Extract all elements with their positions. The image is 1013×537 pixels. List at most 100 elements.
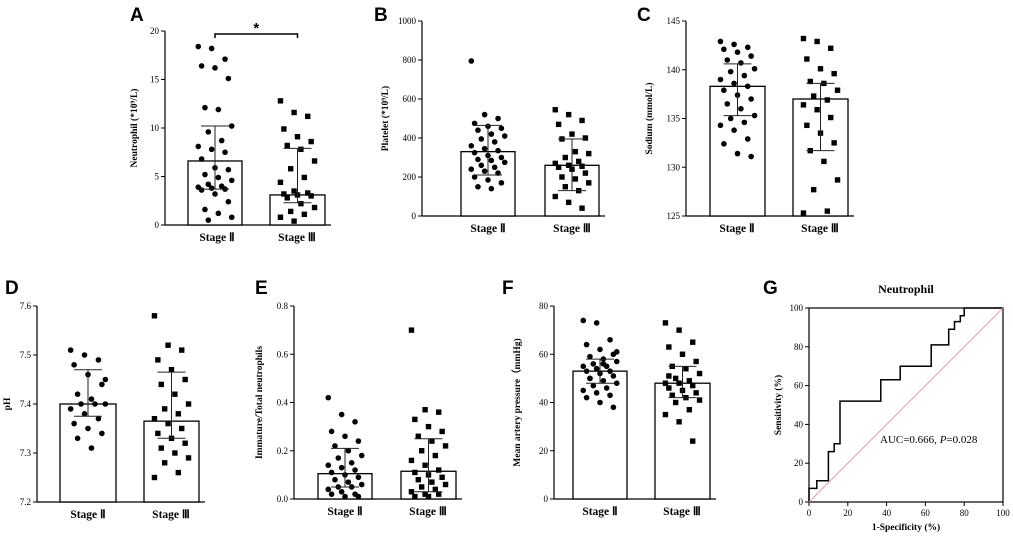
data-point-stage-iii xyxy=(696,397,703,403)
data-point-stage-iii xyxy=(810,186,817,193)
data-point-stage-ii xyxy=(593,320,600,326)
data-point-stage-iii xyxy=(552,193,558,200)
data-point-stage-ii xyxy=(727,68,734,75)
category-label: Stage Ⅲ xyxy=(553,222,591,235)
data-point-stage-iii xyxy=(676,327,682,333)
data-point-stage-iii xyxy=(552,107,558,113)
data-point-stage-ii xyxy=(498,154,505,161)
data-point-stage-ii xyxy=(352,419,358,425)
y-tick-label: 7.6 xyxy=(20,301,32,311)
data-point-stage-ii xyxy=(102,401,109,407)
data-point-stage-ii xyxy=(491,164,498,171)
auc-annotation-p: P xyxy=(939,434,947,446)
data-point-stage-iii xyxy=(800,35,807,42)
data-point-stage-iii xyxy=(277,179,284,186)
data-point-stage-iii xyxy=(555,121,562,128)
data-point-stage-ii xyxy=(748,153,754,160)
data-point-stage-iii xyxy=(418,484,425,490)
data-point-stage-iii xyxy=(151,474,158,481)
category-label: Stage Ⅲ xyxy=(152,508,190,521)
data-point-stage-ii xyxy=(610,404,617,411)
data-point-stage-ii xyxy=(198,156,205,162)
data-point-stage-iii xyxy=(422,407,428,413)
y-axis-label: Platelet (*10⁹/L) xyxy=(380,86,391,151)
data-point-stage-iii xyxy=(586,150,592,157)
data-point-stage-iii xyxy=(442,481,449,488)
data-point-stage-iii xyxy=(305,190,311,196)
y-tick-label: 7.5 xyxy=(20,350,32,360)
data-point-stage-ii xyxy=(198,63,205,69)
y-tick-label: 0 xyxy=(412,211,417,221)
data-point-stage-ii xyxy=(495,147,501,154)
data-point-stage-ii xyxy=(587,353,593,360)
data-point-stage-iii xyxy=(575,158,582,165)
data-point-stage-ii xyxy=(218,137,225,144)
data-point-stage-ii xyxy=(468,58,475,64)
data-point-stage-iii xyxy=(155,430,161,437)
y-tick-label: 20 xyxy=(794,458,804,468)
data-point-stage-iii xyxy=(828,114,834,121)
y-tick-label: 800 xyxy=(403,55,417,65)
y-tick-label: 0.8 xyxy=(277,301,289,311)
data-point-stage-iii xyxy=(432,452,439,459)
data-point-stage-ii xyxy=(95,357,102,363)
data-point-stage-ii xyxy=(741,72,748,79)
data-point-stage-ii xyxy=(580,317,587,324)
auc-annotation-suffix: =0.028 xyxy=(946,434,977,446)
data-point-stage-ii xyxy=(325,394,332,401)
data-point-stage-iii xyxy=(821,158,827,165)
y-tick-label: 130 xyxy=(667,162,681,172)
y-tick-label: 0.4 xyxy=(277,398,289,408)
data-point-stage-ii xyxy=(338,488,345,495)
data-point-stage-ii xyxy=(355,474,362,481)
y-tick-label: 20 xyxy=(150,26,160,36)
data-point-stage-iii xyxy=(679,351,686,357)
data-point-stage-ii xyxy=(478,162,485,169)
data-point-stage-ii xyxy=(488,185,495,192)
data-point-stage-ii xyxy=(215,174,222,181)
data-point-stage-ii xyxy=(212,191,218,197)
data-point-stage-ii xyxy=(495,170,501,176)
data-point-stage-iii xyxy=(284,195,290,201)
category-label: Stage Ⅱ xyxy=(582,505,617,518)
data-point-stage-ii xyxy=(587,375,593,382)
data-point-stage-ii xyxy=(338,411,345,418)
panel-g-roc-chart: Neutrophil 0 20 40 60 80 100 0 20 40 60 80 100 1-Spec… xyxy=(773,282,1010,533)
data-point-stage-ii xyxy=(475,183,481,190)
significance-marker: * xyxy=(253,20,259,37)
data-point-stage-iii xyxy=(311,158,318,164)
x-tick-label: 20 xyxy=(843,508,853,518)
y-tick-label: 135 xyxy=(667,114,681,124)
data-point-stage-iii xyxy=(151,416,158,422)
data-point-stage-iii xyxy=(686,407,693,413)
data-point-stage-ii xyxy=(481,168,488,174)
data-point-stage-iii xyxy=(442,443,449,449)
data-point-stage-iii xyxy=(666,344,672,350)
data-point-stage-ii xyxy=(195,43,202,50)
data-point-stage-ii xyxy=(613,358,620,365)
data-point-stage-iii xyxy=(432,486,439,493)
category-label: Stage Ⅲ xyxy=(801,222,839,235)
data-point-stage-iii xyxy=(804,56,810,62)
data-point-stage-iii xyxy=(301,211,308,218)
auc-annotation: AUC=0.666, P=0.028 xyxy=(880,434,978,446)
data-point-stage-iii xyxy=(810,93,817,99)
data-point-stage-ii xyxy=(744,136,751,142)
data-point-stage-iii xyxy=(291,218,297,224)
data-point-stage-iii xyxy=(294,134,301,140)
data-point-stage-ii xyxy=(607,336,613,343)
data-point-stage-iii xyxy=(436,409,442,415)
data-point-stage-ii xyxy=(580,387,587,394)
data-point-stage-iii xyxy=(552,160,558,167)
data-point-stage-ii xyxy=(471,120,478,127)
data-point-stage-ii xyxy=(208,45,215,52)
reference-diagonal-line xyxy=(808,307,1004,503)
data-point-stage-iii xyxy=(308,138,314,145)
data-point-stage-ii xyxy=(81,411,88,417)
y-tick-label: 5 xyxy=(155,172,160,182)
data-point-stage-iii xyxy=(168,367,175,373)
data-point-stage-iii xyxy=(800,210,807,216)
category-label: Stage Ⅲ xyxy=(278,231,316,244)
x-axis-label: 1-Specificity (%) xyxy=(872,522,940,533)
data-point-stage-ii xyxy=(738,60,744,66)
